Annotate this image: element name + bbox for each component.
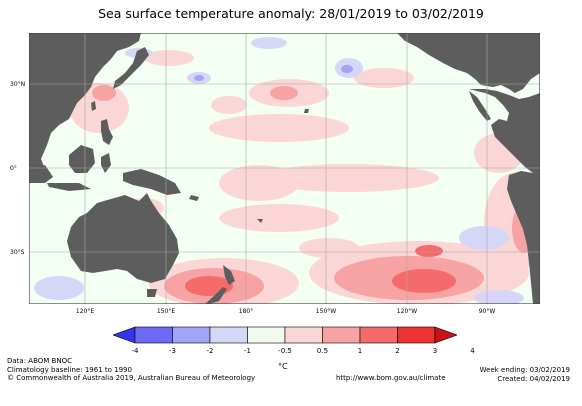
colorbar-tick-label: 0.5 [316, 347, 329, 355]
grid-lines [29, 33, 540, 304]
colorbar-cell [209, 326, 248, 344]
lon-label-90w: 90°W [478, 308, 496, 315]
footer-right: Week ending: 03/02/2019 Created: 04/02/2… [480, 366, 570, 383]
lat-label-30s: 30°S [10, 249, 25, 256]
colorbar-tick-label: -2 [206, 347, 214, 355]
sst-anomaly-map [29, 33, 540, 304]
week-ending-text: Week ending: 03/02/2019 [479, 366, 570, 374]
baseline-text: Climatology baseline: 1961 to 1990 [7, 365, 132, 374]
lon-label-150w: 150°W [315, 308, 337, 315]
colorbar-cell [172, 326, 211, 344]
chart-title: Sea surface temperature anomaly: 28/01/2… [98, 6, 484, 21]
colorbar-cell [134, 326, 173, 344]
cool-anomaly-moderate [194, 65, 353, 81]
copyright-text: © Commonwealth of Australia 2019, Austra… [7, 374, 256, 382]
colorbar-cell [322, 326, 361, 344]
colorbar-extend-high [434, 326, 457, 344]
colorbar-tick-label: -0.5 [278, 347, 292, 355]
colorbar-cell [284, 326, 323, 344]
lat-label-equator: 0° [10, 165, 17, 172]
lon-label-180: 180° [238, 308, 254, 315]
lon-label-120w: 120°W [396, 308, 418, 315]
colorbar-tick-label: -3 [169, 347, 176, 355]
colorbar [113, 326, 457, 344]
lon-label-150e: 150°E [156, 308, 176, 315]
footer-left: Data: ABOM BNOC Climatology baseline: 19… [7, 357, 255, 383]
land-masses [29, 33, 540, 304]
data-source-text: Data: ABOM BNOC [7, 357, 72, 365]
source-url[interactable]: http://www.bom.gov.au/climate [336, 374, 446, 382]
colorbar-tick-label: 4 [470, 347, 475, 355]
colorbar-cell [397, 326, 436, 344]
lon-label-120e: 120°E [75, 308, 95, 315]
colorbar-tick-label: 3 [432, 347, 438, 355]
colorbar-tick-label: 1 [357, 347, 363, 355]
colorbar-tick-label: 2 [395, 347, 400, 355]
colorbar-tick-label: -4 [131, 347, 139, 355]
colorbar-cell [359, 326, 398, 344]
colorbar-unit: °C [278, 362, 288, 371]
colorbar-tick-label: -1 [244, 347, 251, 355]
colorbar-extend-low [113, 326, 136, 344]
colorbar-cell [247, 326, 286, 344]
lat-label-30n: 30°N [10, 81, 26, 88]
created-text: Created: 04/02/2019 [497, 374, 570, 383]
